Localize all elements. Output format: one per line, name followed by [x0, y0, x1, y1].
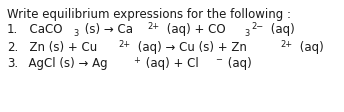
- Text: 3: 3: [244, 28, 249, 37]
- Text: CaCO: CaCO: [22, 23, 62, 36]
- Text: 1.: 1.: [7, 23, 18, 36]
- Text: (aq) + CO: (aq) + CO: [163, 23, 226, 36]
- Text: 3.: 3.: [7, 56, 18, 69]
- Text: −: −: [215, 55, 222, 64]
- Text: (aq): (aq): [267, 23, 294, 36]
- Text: 2−: 2−: [251, 21, 263, 30]
- Text: +: +: [133, 55, 140, 64]
- Text: (aq): (aq): [224, 56, 252, 69]
- Text: (aq) → Cu (s) + Zn: (aq) → Cu (s) + Zn: [134, 41, 247, 54]
- Text: 2+: 2+: [280, 39, 292, 48]
- Text: (aq): (aq): [295, 41, 323, 54]
- Text: (aq) + Cl: (aq) + Cl: [142, 56, 199, 69]
- Text: Zn (s) + Cu: Zn (s) + Cu: [22, 41, 97, 54]
- Text: (s) → Ca: (s) → Ca: [80, 23, 132, 36]
- Text: 3: 3: [74, 28, 79, 37]
- Text: Write equilibrium expressions for the following :: Write equilibrium expressions for the fo…: [7, 8, 291, 21]
- Text: 2+: 2+: [148, 21, 160, 30]
- Text: AgCl (s) → Ag: AgCl (s) → Ag: [21, 56, 108, 69]
- Text: 2+: 2+: [119, 39, 131, 48]
- Text: 2.: 2.: [7, 41, 18, 54]
